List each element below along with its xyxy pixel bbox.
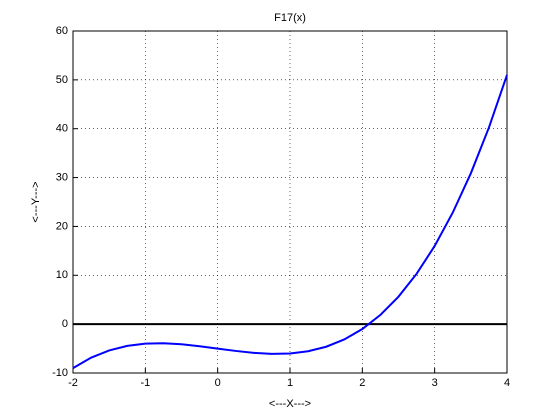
- y-tick-label: 20: [56, 220, 68, 232]
- y-tick-label: -10: [52, 367, 68, 379]
- x-tick-label: -1: [140, 377, 150, 389]
- chart-title: F17(x): [274, 12, 306, 24]
- x-axis-label: <---X--->: [269, 398, 311, 410]
- x-tick-label: 4: [504, 377, 510, 389]
- y-tick-label: 50: [56, 74, 68, 86]
- y-tick-label: 0: [62, 318, 68, 330]
- x-tick-label: 2: [359, 377, 365, 389]
- x-tick-label: -2: [68, 377, 78, 389]
- y-tick-label: 40: [56, 123, 68, 135]
- x-tick-label: 1: [287, 377, 293, 389]
- x-tick-label: 3: [432, 377, 438, 389]
- y-tick-label: 30: [56, 171, 68, 183]
- y-tick-label: 10: [56, 269, 68, 281]
- y-axis-label: <---Y--->: [30, 181, 42, 222]
- y-tick-label: 60: [56, 25, 68, 37]
- x-tick-label: 0: [215, 377, 221, 389]
- plot-frame: [72, 30, 508, 374]
- series-line: [72, 74, 508, 369]
